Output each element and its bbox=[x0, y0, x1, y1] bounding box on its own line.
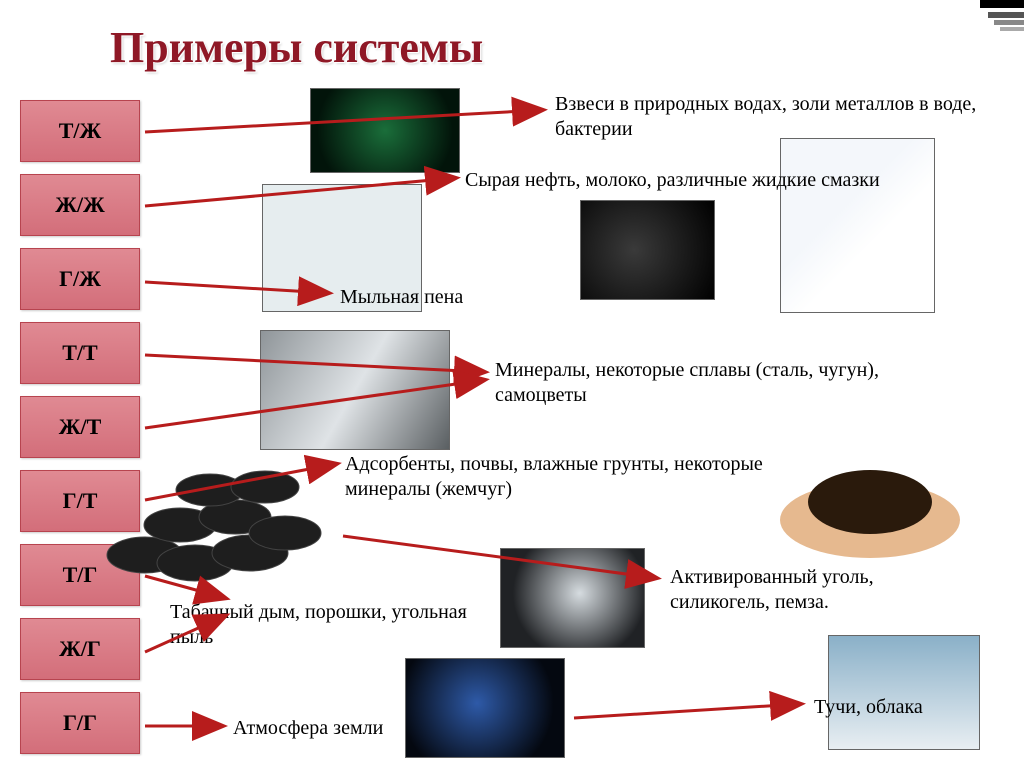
desc-tzh: Взвеси в природных водах, золи металлов … bbox=[555, 92, 985, 142]
metal-rods-image bbox=[260, 330, 450, 450]
label-zhg: Ж/Г bbox=[20, 618, 140, 680]
soil-in-hands-image bbox=[770, 420, 975, 578]
system-label-column: Т/Ж Ж/Ж Г/Ж Т/Т Ж/Т Г/Т Т/Г Ж/Г Г/Г bbox=[20, 100, 140, 766]
label-gg: Г/Г bbox=[20, 692, 140, 754]
charcoal-tablets-image bbox=[85, 445, 340, 595]
label-gzh: Г/Ж bbox=[20, 248, 140, 310]
label-zhzh: Ж/Ж bbox=[20, 174, 140, 236]
desc-carbon: Активированный уголь, силикогель, пемза. bbox=[670, 565, 960, 615]
desc-gzh: Мыльная пена bbox=[340, 285, 540, 310]
label-tzh: Т/Ж bbox=[20, 100, 140, 162]
earth-image bbox=[405, 658, 565, 758]
smoke-image bbox=[500, 548, 645, 648]
bacteria-image bbox=[310, 88, 460, 173]
desc-gg-clouds: Тучи, облака bbox=[814, 695, 1014, 720]
desc-gt: Адсорбенты, почвы, влажные грунты, некот… bbox=[345, 452, 765, 502]
crude-oil-image bbox=[580, 200, 715, 300]
corner-decoration bbox=[980, 0, 1024, 44]
desc-tg-zhg: Табачный дым, порошки, угольная пыль bbox=[170, 600, 470, 650]
page-title: Примеры системы bbox=[110, 22, 483, 73]
milk-image bbox=[780, 138, 935, 313]
label-tt: Т/Т bbox=[20, 322, 140, 384]
clouds-image bbox=[828, 635, 980, 750]
desc-gg-atm: Атмосфера земли bbox=[233, 716, 433, 741]
desc-zhzh: Сырая нефть, молоко, различные жидкие см… bbox=[465, 168, 885, 193]
desc-tt-zht: Минералы, некоторые сплавы (сталь, чугун… bbox=[495, 358, 915, 408]
